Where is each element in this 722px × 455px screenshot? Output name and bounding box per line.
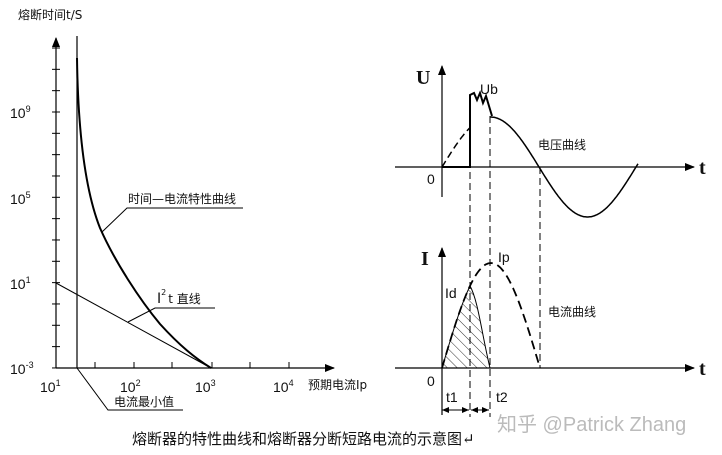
min-current-leader [76,367,183,411]
ip-label: Ip [498,249,510,265]
x-tick-label-1e4: 104 [273,378,294,395]
min-current-label: 电流最小值 [114,394,174,409]
t2-label: t2 [496,389,508,405]
current-chart: I t 0 Id Ip 电流曲线 t1 t2 [395,247,706,415]
time-current-chart: 熔断时间t/S 109 105 101 10-3 101 102 103 104… [10,7,367,411]
voltage-chart: U t 0 Ub 电压曲线 [395,65,706,218]
id-label: Id [445,285,457,301]
y-tick-label-1e5: 105 [10,190,31,207]
x-axis-label: 预期电流Ip [308,378,367,392]
y-tick-label-1e1: 101 [10,275,31,292]
ub-label: Ub [480,81,498,97]
voltage-t-label: t [699,157,706,179]
current-curve-label: 电流曲线 [548,305,596,319]
voltage-origin: 0 [427,171,435,187]
caption: 熔断器的特性曲线和熔断器分断短路电流的示意图↵ [132,430,475,448]
t1-label: t1 [446,389,458,405]
y-tick-label-1e-3: 10-3 [10,360,34,377]
watermark: 知乎 @Patrick Zhang [497,413,686,436]
current-t-label: t [699,358,706,380]
let-through-energy-area [441,284,491,369]
y-axis-label: 熔断时间t/S [18,7,82,22]
i-axis-label: I [421,248,429,270]
x-tick-label-1e1: 101 [40,378,61,395]
current-origin: 0 [427,373,435,389]
i2t-label-leader [127,307,215,323]
voltage-curve-dashed [441,127,471,168]
i2t-line [55,282,212,369]
x-tick-label-1e3: 103 [195,378,216,395]
x-ticks [94,362,290,368]
y-tick-label-1e9: 109 [10,104,31,121]
u-axis-label: U [416,67,430,89]
x-tick-label-1e2: 102 [120,378,141,395]
voltage-curve [490,116,639,218]
curve-label-leader [101,207,243,233]
y-ticks [52,47,60,369]
i2t-label: I2 t 直线 [157,288,201,307]
time-current-curve [76,57,212,369]
voltage-curve-label: 电压曲线 [538,138,586,152]
curve-label: 时间—电流特性曲线 [128,191,236,206]
current-curve [441,262,541,369]
